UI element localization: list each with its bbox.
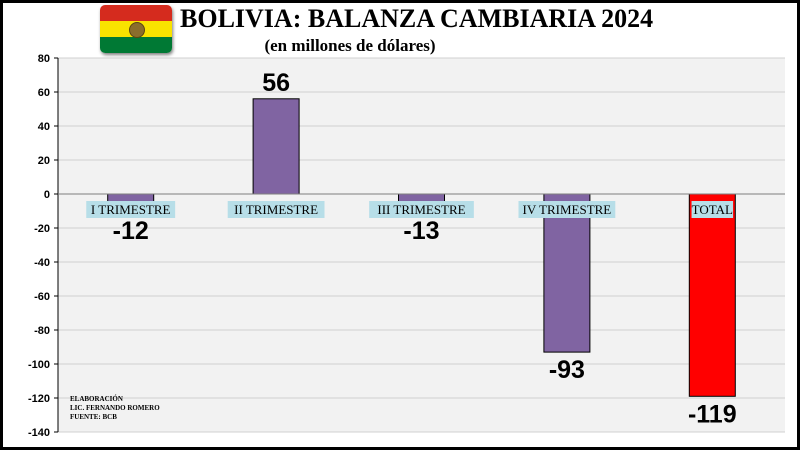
bar [688,193,736,397]
category-label-bg [518,201,616,218]
plot-area [58,58,785,432]
category-label: II TRIMESTRE [234,202,318,217]
category-label-bg [369,201,474,218]
category-label: IV TRIMESTRE [523,202,612,217]
bar [543,193,591,353]
category-label-bg [227,201,325,218]
y-tick-label: -120 [28,393,50,405]
credits-elaboracion: ELABORACIÓN [70,395,123,403]
data-label: 56 [262,69,290,97]
y-tick-label: 60 [38,87,50,99]
flag-stripe-red [100,5,172,21]
y-tick-label: 40 [38,121,50,133]
category-label-bg [691,201,734,218]
category-label: I TRIMESTRE [91,202,171,217]
category-label: TOTAL [692,202,733,217]
y-tick-label: -80 [34,325,50,337]
data-label: -93 [549,356,585,384]
y-tick-label: -40 [34,257,50,269]
data-label: -119 [688,400,737,428]
category-label-bg [86,201,176,218]
y-tick-label: -100 [28,359,50,371]
y-tick-label: 0 [44,189,50,201]
y-tick-label: 80 [38,53,50,65]
y-tick-label: -60 [34,291,50,303]
category-label: III TRIMESTRE [377,202,465,217]
y-tick-label: -20 [34,223,50,235]
bar [252,98,300,195]
y-tick-label: 20 [38,155,50,167]
credits-author: LIC. FERNANDO ROMERO [70,404,160,412]
chart-subtitle: (en millones de dólares) [264,36,436,55]
data-label: -12 [113,217,149,245]
coat-of-arms-icon [129,22,145,38]
data-label: -13 [403,217,439,245]
y-tick-label: -140 [28,427,50,439]
flag-stripe-green [100,37,172,53]
chart-title: BOLIVIA: BALANZA CAMBIARIA 2024 [180,4,654,33]
bolivia-flag-icon [100,5,172,53]
credits-source: FUENTE: BCB [70,413,117,421]
credits: ELABORACIÓN LIC. FERNANDO ROMERO FUENTE:… [70,395,160,422]
